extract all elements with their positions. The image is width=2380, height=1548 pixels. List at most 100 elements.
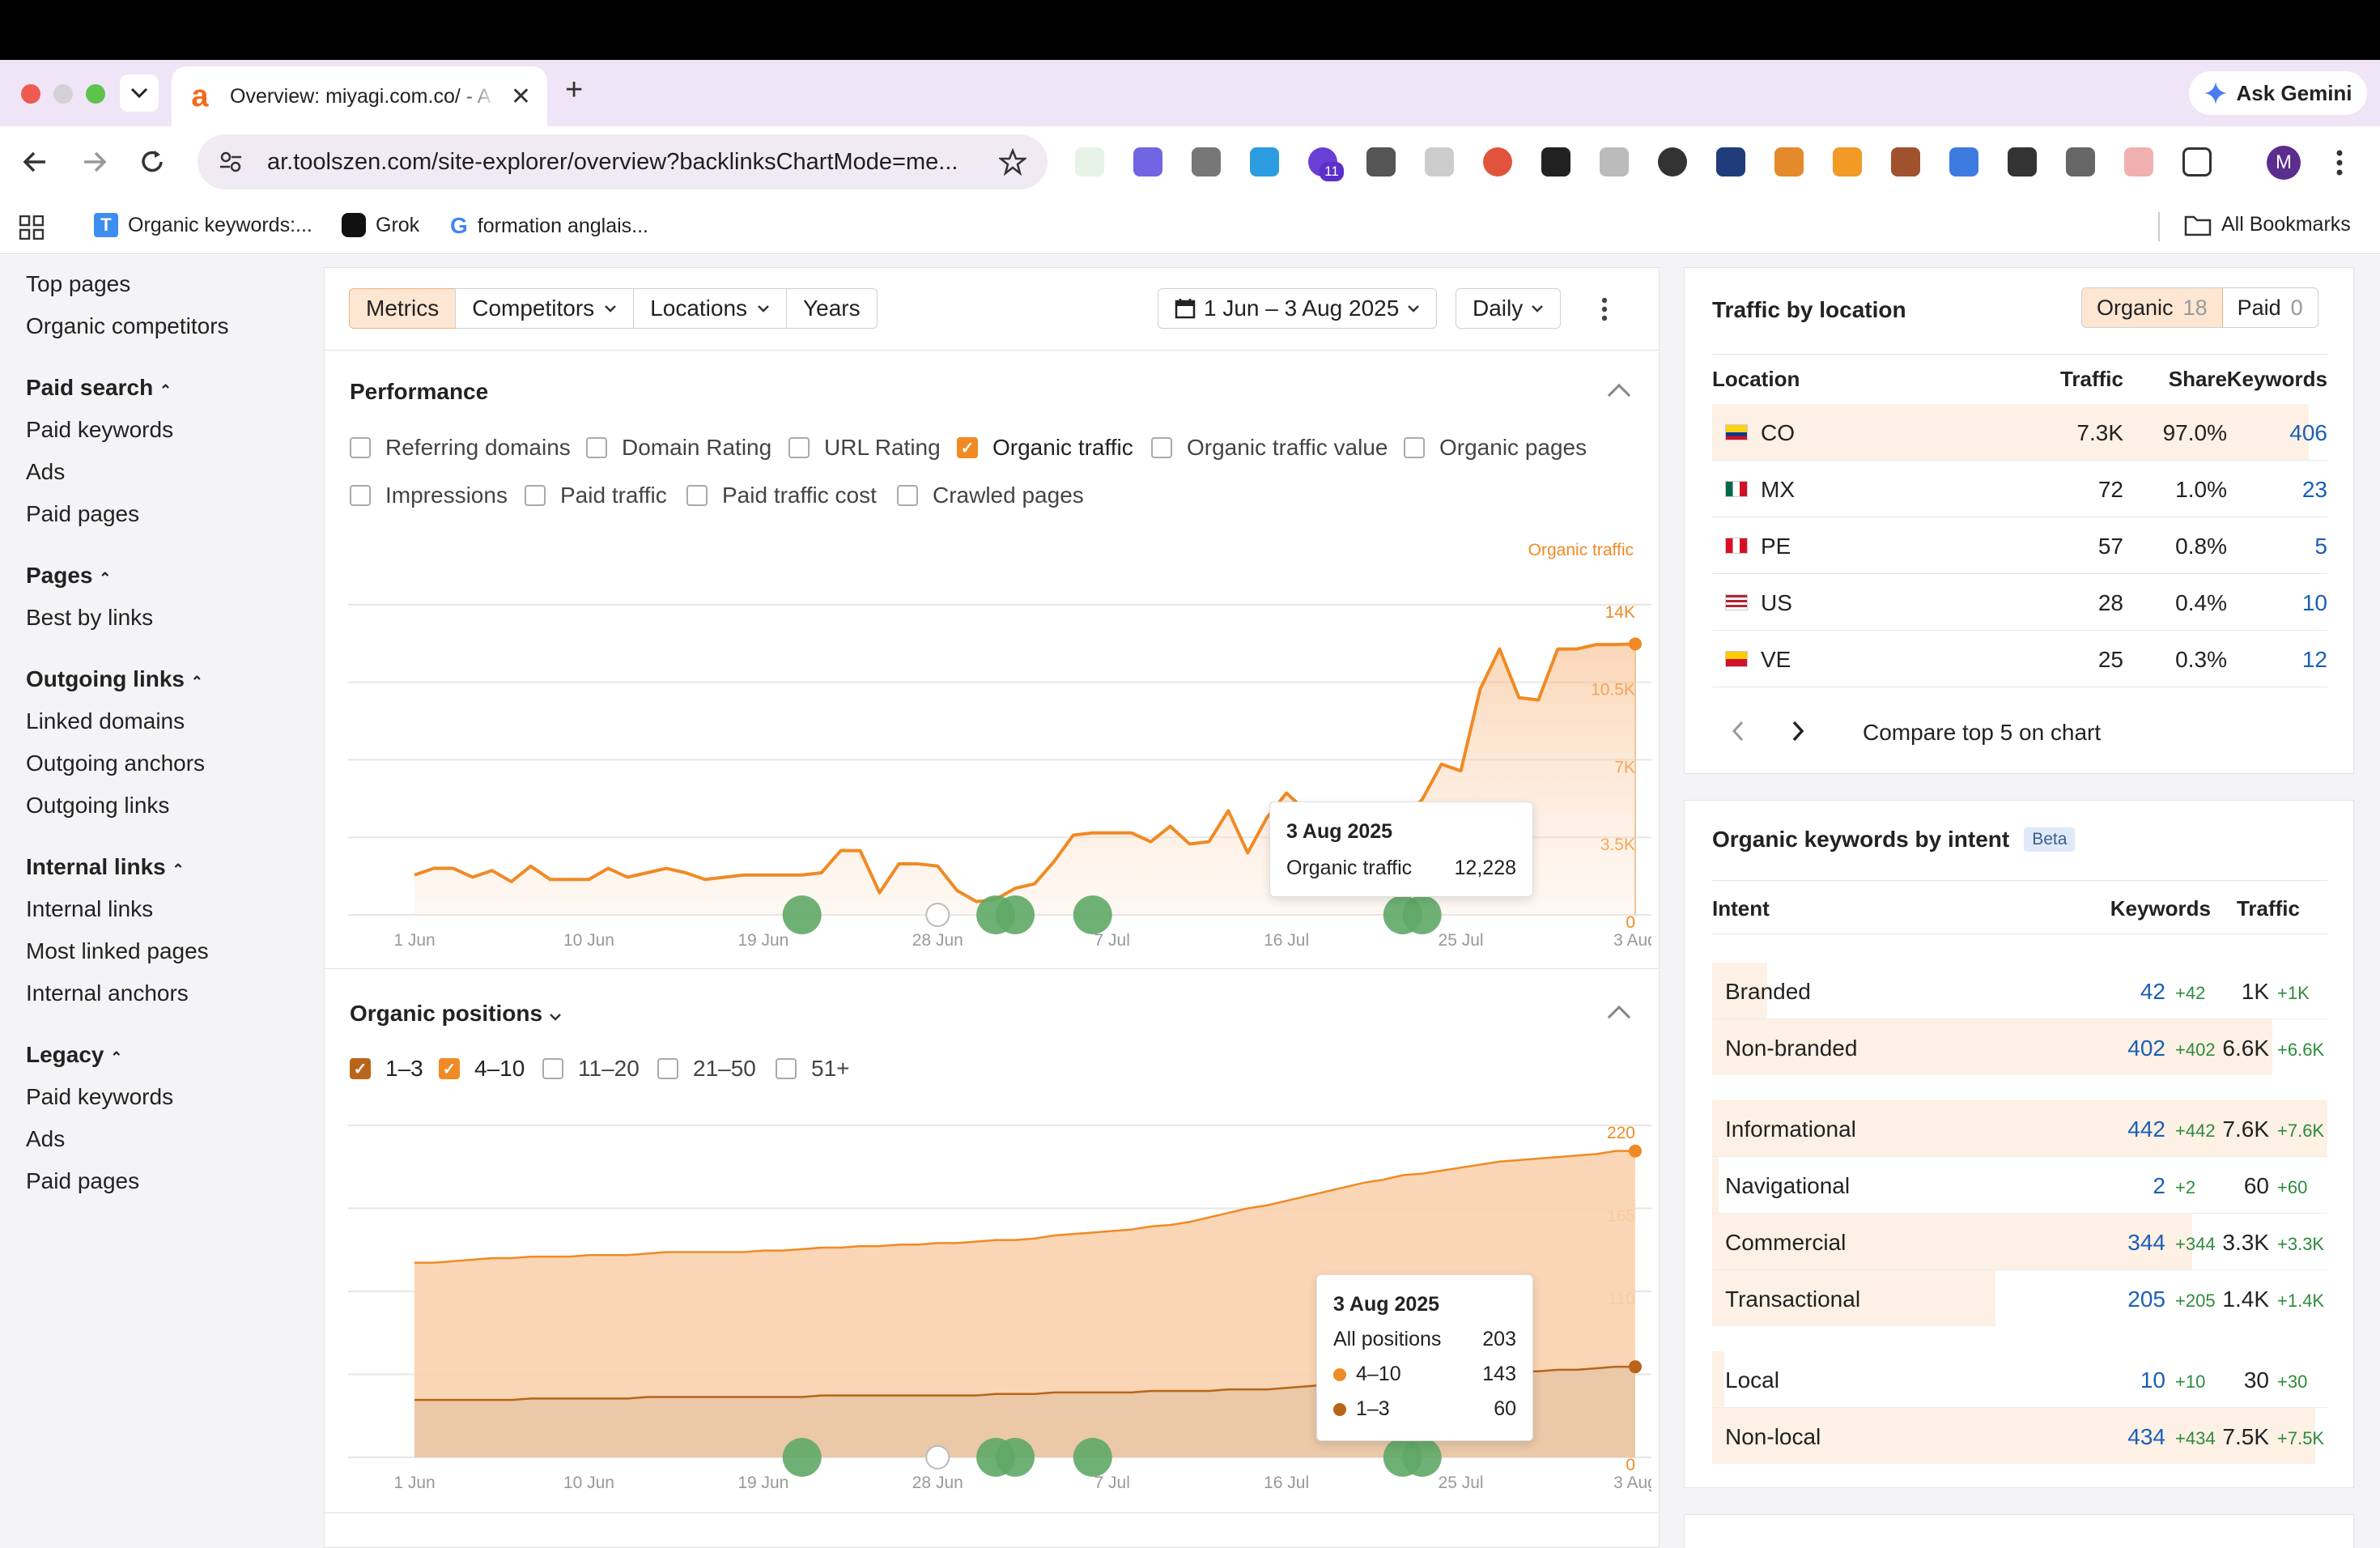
keywords-value[interactable]: 344 — [2127, 1230, 2165, 1255]
compare-top-5-link[interactable]: Compare top 5 on chart — [1863, 720, 2102, 745]
window-minimize-button[interactable] — [53, 84, 73, 104]
extension-seo-icon[interactable] — [1774, 147, 1804, 176]
intent-row[interactable]: Informational 442 +442 7.6K +7.6K — [1712, 1100, 2327, 1157]
location-row[interactable]: US 28 0.4% 10 — [1712, 574, 2327, 631]
intent-row[interactable]: Commercial 344 +344 3.3K +3.3K — [1712, 1214, 2327, 1270]
intent-row[interactable]: Non-local 434 +434 7.5K +7.5K — [1712, 1408, 2327, 1465]
intent-keywords[interactable]: 42 +42 — [2060, 979, 2222, 1005]
extension-8-icon[interactable] — [1600, 147, 1629, 176]
prev-page-icon[interactable] — [1730, 720, 1746, 742]
extension-screenshot-icon[interactable] — [2124, 147, 2153, 176]
intent-row[interactable]: Transactional 205 +205 1.4K +1.4K — [1712, 1270, 2327, 1327]
location-keywords[interactable]: 10 — [2301, 590, 2327, 615]
extensions-puzzle-icon[interactable] — [2182, 147, 2212, 176]
intent-keywords[interactable]: 402 +402 — [2060, 1036, 2222, 1061]
sidebar-heading-paid-search[interactable]: Paid search ⌃ — [26, 375, 172, 401]
site-settings-icon[interactable] — [219, 150, 243, 174]
tab-search-button[interactable] — [120, 74, 159, 112]
intent-keywords[interactable]: 10 +10 — [2060, 1367, 2222, 1393]
intent-row[interactable]: Non-branded 402 +402 6.6K +6.6K — [1712, 1019, 2327, 1076]
intent-keywords[interactable]: 344 +344 — [2060, 1230, 2222, 1256]
keywords-value[interactable]: 10 — [2140, 1367, 2165, 1393]
sidebar-item-top-pages[interactable]: Top pages — [26, 271, 131, 296]
checkbox-pos-1-3[interactable]: ✓ 1–3 — [350, 1056, 423, 1082]
checkbox-organic-traffic-value[interactable]: Organic traffic value — [1151, 435, 1388, 461]
sidebar-item-ads[interactable]: Ads — [26, 459, 66, 484]
sidebar-item-outgoing-anchors[interactable]: Outgoing anchors — [26, 751, 206, 776]
extension-hat-icon[interactable] — [2008, 147, 2037, 176]
location-keywords[interactable]: 23 — [2301, 477, 2327, 502]
back-arrow-icon[interactable] — [21, 149, 50, 175]
profile-avatar[interactable]: M — [2267, 146, 2301, 180]
keywords-value[interactable]: 205 — [2127, 1286, 2165, 1312]
intent-keywords[interactable]: 2 +2 — [2060, 1173, 2222, 1199]
address-bar[interactable]: ar.toolszen.com/site-explorer/overview?b… — [198, 134, 1048, 189]
bookmark-grok[interactable]: Grok — [342, 213, 419, 237]
intent-row[interactable]: Local 10 +10 30 +30 — [1712, 1351, 2327, 1408]
sidebar-item-organic-competitors[interactable]: Organic competitors — [26, 313, 229, 338]
checkbox-pos-11-20[interactable]: 11–20 — [542, 1056, 640, 1082]
keywords-value[interactable]: 402 — [2127, 1036, 2165, 1061]
checkbox-crawled-pages[interactable]: Crawled pages — [897, 483, 1084, 508]
sidebar-item-paid-keywords[interactable]: Paid keywords — [26, 417, 174, 442]
checkbox-organic-traffic[interactable]: ✓ Organic traffic — [957, 435, 1133, 461]
sidebar-item-outgoing-links[interactable]: Outgoing links — [26, 793, 170, 818]
bookmark-organic-keywords[interactable]: T Organic keywords:... — [94, 213, 312, 237]
ask-gemini-button[interactable]: Ask Gemini — [2189, 71, 2367, 115]
toggle-organic[interactable]: Organic 18 — [2082, 288, 2223, 327]
organic-positions-dropdown[interactable]: Organic positions — [350, 1001, 562, 1027]
location-row[interactable]: PE 57 0.8% 5 — [1712, 517, 2327, 574]
window-close-button[interactable] — [21, 84, 40, 104]
sidebar-item-best-by-links[interactable]: Best by links — [26, 605, 154, 630]
granularity-dropdown[interactable]: Daily — [1456, 288, 1562, 329]
location-row[interactable]: CO 7.3K 97.0% 406 — [1712, 404, 2327, 461]
checkbox-paid-traffic[interactable]: Paid traffic — [525, 483, 667, 508]
checkbox-url-rating[interactable]: URL Rating — [788, 435, 941, 461]
extension-4-icon[interactable] — [1250, 147, 1279, 176]
extension-2-icon[interactable] — [1133, 147, 1162, 176]
tab-metrics[interactable]: Metrics — [349, 288, 457, 329]
sidebar-item-legacy-paid-keywords[interactable]: Paid keywords — [26, 1084, 174, 1109]
bookmark-formation-anglais[interactable]: G formation anglais... — [450, 213, 648, 239]
extension-eyedropper-icon[interactable] — [1541, 147, 1570, 176]
sidebar-item-internal-anchors[interactable]: Internal anchors — [26, 980, 189, 1006]
close-tab-icon[interactable]: ✕ — [510, 83, 531, 110]
location-keywords[interactable]: 12 — [2301, 647, 2327, 672]
checkbox-impressions[interactable]: Impressions — [350, 483, 508, 508]
intent-keywords[interactable]: 434 +434 — [2060, 1424, 2222, 1450]
sidebar-item-most-linked-pages[interactable]: Most linked pages — [26, 938, 209, 963]
sidebar-item-legacy-ads[interactable]: Ads — [26, 1126, 66, 1151]
extension-3-icon[interactable] — [1192, 147, 1221, 176]
all-bookmarks-button[interactable]: All Bookmarks — [2184, 213, 2351, 236]
extension-k-icon[interactable] — [1658, 147, 1687, 176]
tab-locations[interactable]: Locations — [633, 288, 788, 329]
browser-menu-icon[interactable] — [2335, 149, 2344, 176]
keywords-value[interactable]: 2 — [2153, 1173, 2165, 1198]
checkbox-domain-rating[interactable]: Domain Rating — [586, 435, 771, 461]
tab-years[interactable]: Years — [786, 288, 878, 329]
checkbox-organic-pages[interactable]: Organic pages — [1404, 435, 1587, 461]
next-page-icon[interactable] — [1790, 720, 1806, 742]
sidebar-heading-legacy[interactable]: Legacy ⌃ — [26, 1042, 122, 1068]
bookmark-star-icon[interactable] — [999, 148, 1026, 176]
sidebar-item-linked-domains[interactable]: Linked domains — [26, 708, 185, 734]
sidebar-item-paid-pages[interactable]: Paid pages — [26, 501, 140, 526]
checkbox-referring-domains[interactable]: Referring domains — [350, 435, 571, 461]
reload-icon[interactable] — [138, 147, 167, 176]
browser-tab-active[interactable]: a Overview: miyagi.com.co/ - A ✕ — [172, 66, 547, 126]
extension-g-icon[interactable] — [1891, 147, 1920, 176]
extension-docs-icon[interactable] — [2066, 147, 2095, 176]
keywords-value[interactable]: 442 — [2127, 1116, 2165, 1142]
checkbox-pos-4-10[interactable]: ✓ 4–10 — [439, 1056, 525, 1082]
checkbox-pos-51-plus[interactable]: 51+ — [776, 1056, 850, 1082]
sidebar-item-legacy-paid-pages[interactable]: Paid pages — [26, 1168, 140, 1193]
intent-keywords[interactable]: 205 +205 — [2060, 1286, 2222, 1312]
extension-1-icon[interactable] — [1075, 147, 1104, 176]
location-row[interactable]: VE 25 0.3% 12 — [1712, 631, 2327, 687]
keywords-value[interactable]: 434 — [2127, 1424, 2165, 1449]
keywords-value[interactable]: 42 — [2140, 979, 2165, 1004]
location-row[interactable]: MX 72 1.0% 23 — [1712, 461, 2327, 517]
sidebar-heading-internal-links[interactable]: Internal links ⌃ — [26, 854, 185, 880]
sidebar-heading-outgoing-links[interactable]: Outgoing links ⌃ — [26, 666, 203, 692]
more-options-icon[interactable] — [1600, 296, 1609, 322]
